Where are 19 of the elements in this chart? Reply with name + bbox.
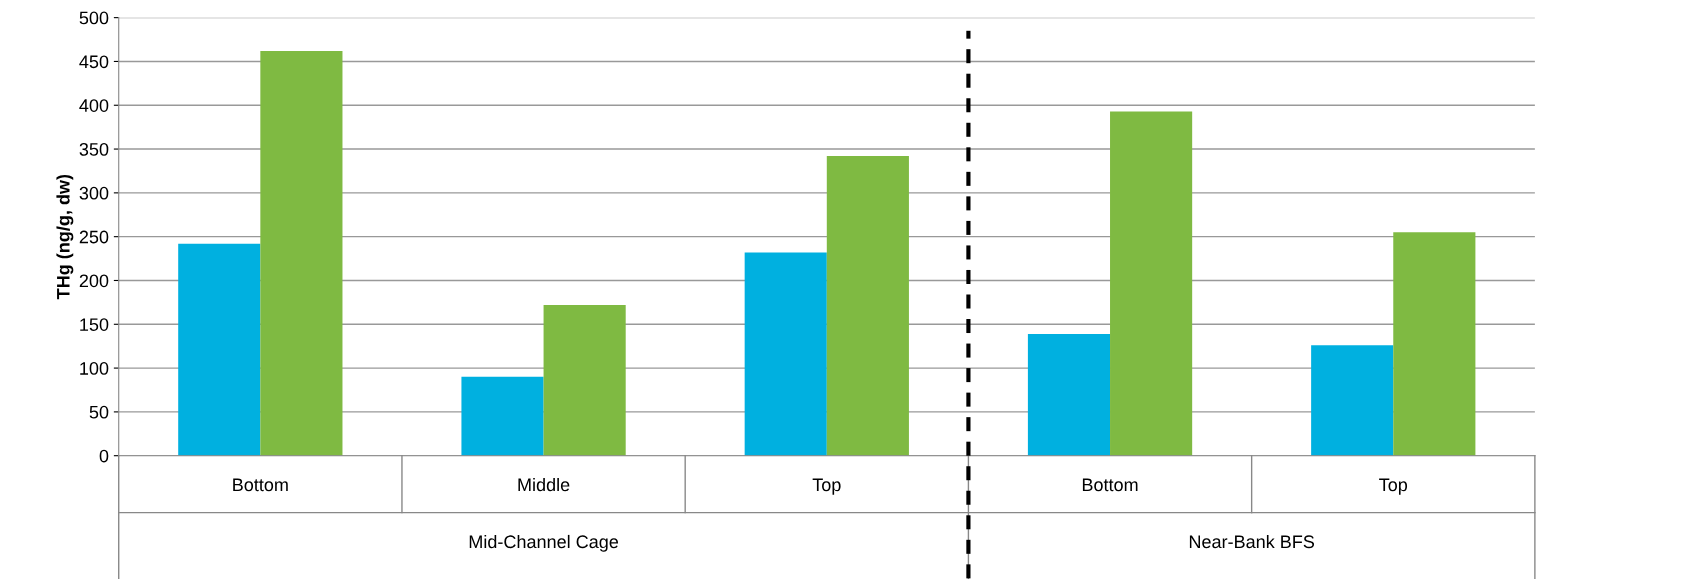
x-tick-label: Top [1379, 478, 1408, 495]
y-tick-label: 250 [79, 230, 109, 244]
y-tick-label: 350 [79, 142, 109, 156]
x-tick-label: Bottom [1082, 478, 1138, 492]
y-tick-label: 300 [79, 186, 109, 200]
y-tick-label: 150 [80, 318, 109, 331]
y-tick-label: 200 [79, 274, 109, 288]
y-tick-label: 500 [79, 11, 109, 25]
text: Mid-Channel Cage [469, 534, 619, 552]
y-tick-label: 100 [80, 362, 109, 375]
y-tick-label: 0 [99, 449, 109, 463]
x-tick-label: Bottom [233, 478, 288, 492]
y-axis-title: THg (ng/g, dw) [56, 174, 74, 300]
text: Near-Bank BFS [1189, 534, 1315, 549]
x-tick-label: Top [812, 478, 841, 495]
y-tick-label: 50 [89, 405, 109, 419]
x-tick-label: Middle [518, 477, 570, 492]
y-tick-label: 400 [79, 99, 109, 112]
y-tick-label: 450 [79, 55, 109, 69]
